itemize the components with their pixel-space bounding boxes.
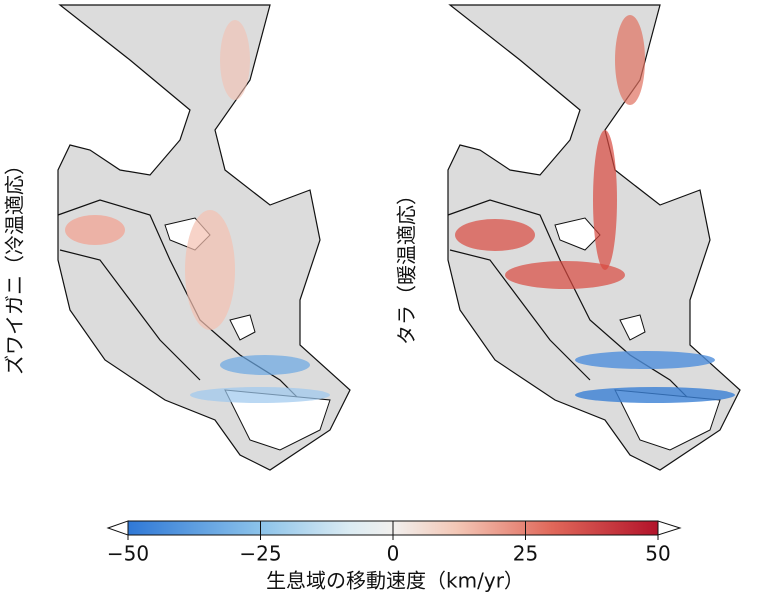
panel-label: ズワイガニ（冷温適応） [3, 155, 27, 375]
tick-label: 25 [513, 542, 538, 566]
colorbar [106, 520, 682, 536]
tick-label: 0 [387, 542, 400, 566]
tick-label: −50 [107, 542, 149, 566]
tick-label: −25 [239, 542, 281, 566]
panel-label: タラ（暖温適応） [395, 185, 419, 345]
map-right [447, 4, 741, 471]
tick-label: 50 [645, 542, 670, 566]
colorbar-label: 生息域の移動速度（km/yr） [266, 569, 524, 593]
map-left [57, 4, 351, 471]
